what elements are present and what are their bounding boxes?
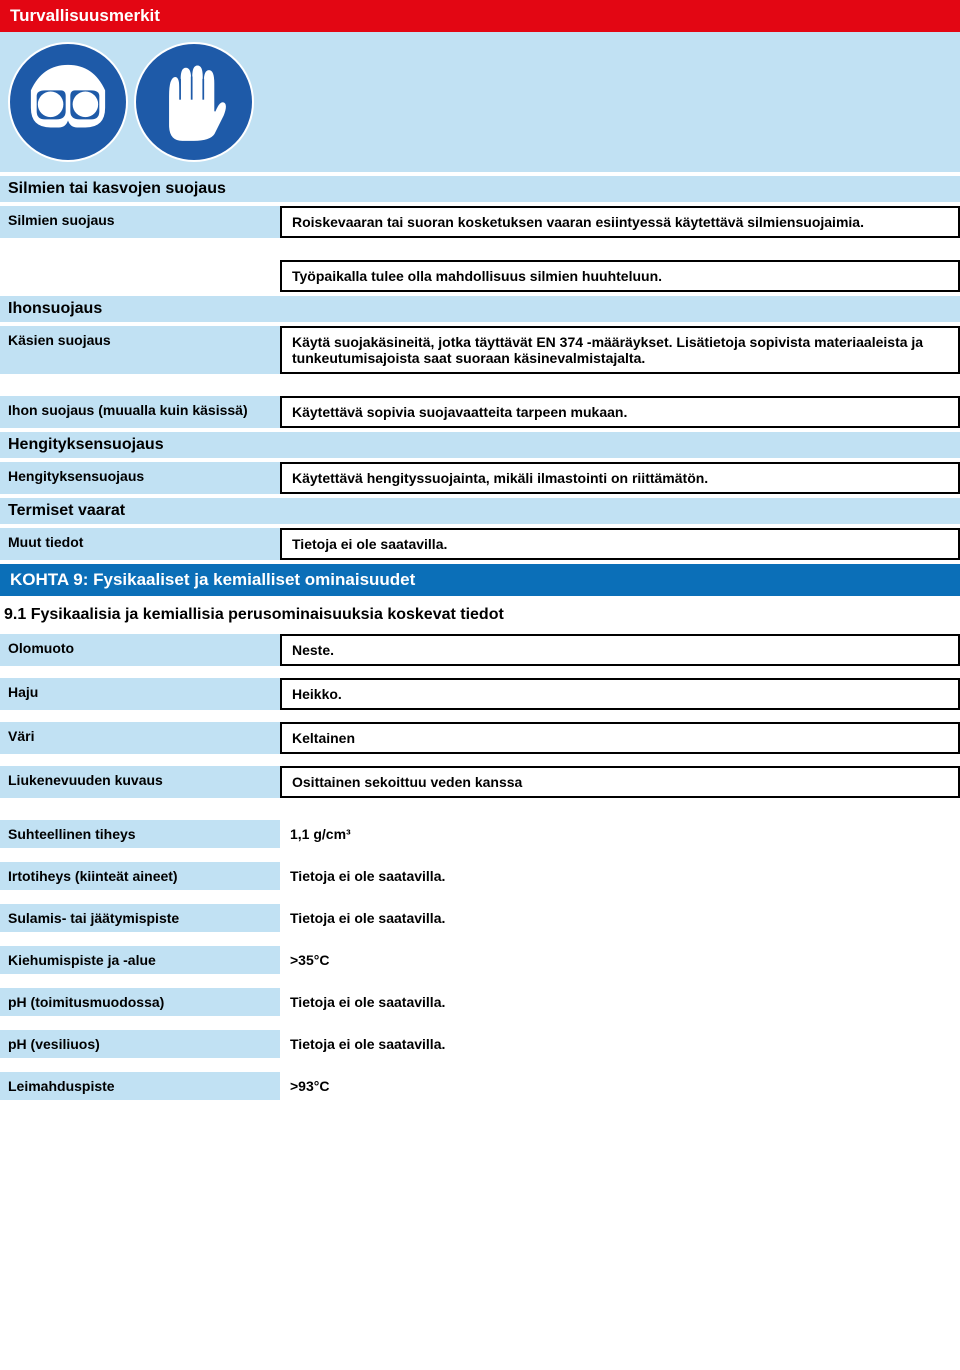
- property-row: pH (toimitusmuodossa)Tietoja ei ole saat…: [0, 988, 960, 1016]
- label-skin-other: Ihon suojaus (muualla kuin käsissä): [0, 396, 280, 428]
- label-resp: Hengityksensuojaus: [0, 462, 280, 494]
- hand-protection-icon: [134, 42, 254, 162]
- kohta9-rows-container: OlomuotoNeste.HajuHeikko.VäriKeltainenLi…: [0, 634, 960, 1100]
- property-label: Irtotiheys (kiinteät aineet): [0, 862, 280, 890]
- property-value: Tietoja ei ole saatavilla.: [280, 904, 960, 932]
- document-container: Turvallisuusmerkit Silmien tai kasvojen: [0, 0, 960, 1100]
- value-skin-other: Käytettävä sopivia suojavaatteita tarpee…: [280, 396, 960, 428]
- property-label: Haju: [0, 678, 280, 710]
- property-row: VäriKeltainen: [0, 722, 960, 754]
- property-value: Tietoja ei ole saatavilla.: [280, 1030, 960, 1058]
- kohta9-subheading: 9.1 Fysikaalisia ja kemiallisia perusomi…: [0, 596, 960, 634]
- property-value: >93°C: [280, 1072, 960, 1100]
- eye-protection-icon: [8, 42, 128, 162]
- property-value: Keltainen: [280, 722, 960, 754]
- property-label: Liukenevuuden kuvaus: [0, 766, 280, 798]
- property-label: Suhteellinen tiheys: [0, 820, 280, 848]
- label-eye-protection: Silmien suojaus: [0, 206, 280, 238]
- kohta9-header: KOHTA 9: Fysikaaliset ja kemialliset omi…: [0, 564, 960, 596]
- property-row: OlomuotoNeste.: [0, 634, 960, 666]
- property-value: Tietoja ei ole saatavilla.: [280, 862, 960, 890]
- property-row: Sulamis- tai jäätymispisteTietoja ei ole…: [0, 904, 960, 932]
- property-value: Tietoja ei ole saatavilla.: [280, 988, 960, 1016]
- property-label: pH (toimitusmuodossa): [0, 988, 280, 1016]
- value-eye-workplace: Työpaikalla tulee olla mahdollisuus silm…: [280, 260, 960, 292]
- row-hand-protection: Käsien suojaus Käytä suojakäsineitä, jot…: [0, 326, 960, 374]
- value-resp: Käytettävä hengityssuojainta, mikäli ilm…: [280, 462, 960, 494]
- property-label: Olomuoto: [0, 634, 280, 666]
- section-thermal-title: Termiset vaarat: [0, 498, 960, 524]
- property-label: Väri: [0, 722, 280, 754]
- row-eye-protection: Silmien suojaus Roiskevaaran tai suoran …: [0, 206, 960, 238]
- property-row: pH (vesiliuos)Tietoja ei ole saatavilla.: [0, 1030, 960, 1058]
- property-row: Liukenevuuden kuvausOsittainen sekoittuu…: [0, 766, 960, 798]
- property-row: Kiehumispiste ja -alue>35°C: [0, 946, 960, 974]
- label-hand-protection: Käsien suojaus: [0, 326, 280, 374]
- value-hand-protection: Käytä suojakäsineitä, jotka täyttävät EN…: [280, 326, 960, 374]
- property-label: Leimahduspiste: [0, 1072, 280, 1100]
- row-resp: Hengityksensuojaus Käytettävä hengityssu…: [0, 462, 960, 494]
- property-value: 1,1 g/cm³: [280, 820, 960, 848]
- red-header: Turvallisuusmerkit: [0, 0, 960, 32]
- property-row: Leimahduspiste>93°C: [0, 1072, 960, 1100]
- section-resp-title: Hengityksensuojaus: [0, 432, 960, 458]
- value-thermal-other: Tietoja ei ole saatavilla.: [280, 528, 960, 560]
- row-skin-other: Ihon suojaus (muualla kuin käsissä) Käyt…: [0, 396, 960, 428]
- property-value: Osittainen sekoittuu veden kanssa: [280, 766, 960, 798]
- property-label: Sulamis- tai jäätymispiste: [0, 904, 280, 932]
- section-eye-title: Silmien tai kasvojen suojaus: [0, 176, 960, 202]
- row-thermal-other: Muut tiedot Tietoja ei ole saatavilla.: [0, 528, 960, 560]
- property-label: Kiehumispiste ja -alue: [0, 946, 280, 974]
- property-value: Heikko.: [280, 678, 960, 710]
- value-eye-protection: Roiskevaaran tai suoran kosketuksen vaar…: [280, 206, 960, 238]
- property-label: pH (vesiliuos): [0, 1030, 280, 1058]
- label-thermal-other: Muut tiedot: [0, 528, 280, 560]
- property-row: Irtotiheys (kiinteät aineet)Tietoja ei o…: [0, 862, 960, 890]
- section-skin-title: Ihonsuojaus: [0, 296, 960, 322]
- property-row: Suhteellinen tiheys1,1 g/cm³: [0, 820, 960, 848]
- row-eye-workplace: Työpaikalla tulee olla mahdollisuus silm…: [0, 260, 960, 292]
- property-value: Neste.: [280, 634, 960, 666]
- safety-icons-zone: [0, 32, 960, 172]
- property-value: >35°C: [280, 946, 960, 974]
- property-row: HajuHeikko.: [0, 678, 960, 710]
